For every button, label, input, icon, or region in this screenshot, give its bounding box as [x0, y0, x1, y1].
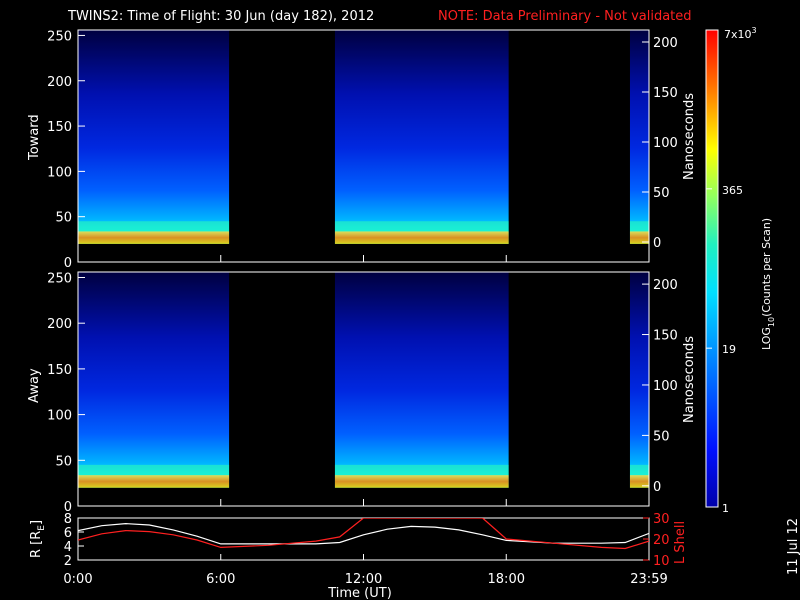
- y-right-tick-label: 50: [653, 186, 670, 201]
- y-right-tick-label: 0: [653, 480, 661, 495]
- series-line-l-shell: [78, 518, 649, 550]
- x-tick-label: 6:00: [206, 572, 235, 587]
- y-right-tick-label: 50: [653, 429, 670, 444]
- bright-band-0: [78, 475, 230, 488]
- y-right-tick-label: 10: [653, 554, 670, 569]
- cyan-band-2: [629, 464, 649, 476]
- bright-band-0: [78, 231, 230, 244]
- y-tick-label: 8: [64, 512, 72, 527]
- y-axis-label: Toward: [27, 114, 42, 161]
- cyan-band-2: [629, 221, 649, 232]
- data-interval-0: [78, 272, 230, 488]
- y-tick-label: 50: [55, 211, 72, 226]
- y-tick-label: 250: [47, 271, 72, 286]
- date-stamp: 11 Jul 12: [786, 518, 800, 575]
- x-tick-label: 0:00: [63, 572, 92, 587]
- data-preliminary-note: NOTE: Data Preliminary - Not validated: [438, 9, 692, 24]
- data-interval-0: [78, 30, 230, 244]
- cyan-band-1: [334, 464, 509, 476]
- y-tick-label: 0: [64, 500, 72, 515]
- colorbar: 7x103 1 19 365 LOG10(Counts per Scan): [705, 26, 776, 515]
- y-tick-label: 100: [47, 165, 72, 180]
- chart-title: TWINS2: Time of Flight: 30 Jun (day 182)…: [67, 9, 374, 24]
- bright-band-2: [629, 475, 649, 488]
- y-tick-label: 150: [47, 363, 72, 378]
- y-tick-label: 50: [55, 454, 72, 469]
- y-tick-label: 150: [47, 120, 72, 135]
- y-right-tick-label: 100: [653, 136, 678, 151]
- toward-spectrogram-panel: 0 50 100 150 200 250 0 50 100 150 200 Toward Nanosec…: [27, 29, 697, 271]
- y-right-tick-label: 100: [653, 379, 678, 394]
- data-interval-1: [334, 272, 509, 488]
- cyan-band-1: [334, 221, 509, 232]
- y-axis-label-bracket: ]: [29, 520, 44, 525]
- y-right-tick-label: 0: [653, 236, 661, 251]
- y-axis-label: Away: [27, 368, 42, 403]
- y-tick-label: 6: [64, 526, 72, 541]
- y-tick-label: 200: [47, 75, 72, 90]
- data-interval-2: [629, 272, 649, 488]
- data-interval-1: [334, 30, 509, 244]
- x-axis-label: Time (UT): [327, 586, 392, 600]
- y-tick-label: 0: [64, 256, 72, 271]
- y-axis-right-label: Nanoseconds: [682, 93, 697, 180]
- y-right-tick-label: 200: [653, 278, 678, 293]
- cyan-band-0: [78, 221, 230, 232]
- data-interval-2: [629, 30, 649, 244]
- colorbar-label: LOG10(Counts per Scan): [760, 218, 776, 350]
- colorbar-tick-label: 365: [722, 184, 743, 197]
- y-tick-label: 2: [64, 554, 72, 569]
- y-right-tick-label: 150: [653, 329, 678, 344]
- y-tick-label: 100: [47, 409, 72, 424]
- y-tick-label: 250: [47, 29, 72, 44]
- bright-band-1: [334, 475, 509, 488]
- x-tick-label: 12:00: [345, 572, 382, 587]
- away-spectrogram-panel: 0 50 100 150 200 250 0 50 100 150 200 Away Nanosecon…: [27, 271, 697, 515]
- y-tick-label: 4: [64, 540, 72, 555]
- cyan-band-0: [78, 464, 230, 476]
- y-right-tick-label: 200: [653, 36, 678, 51]
- plot-area: [77, 517, 650, 561]
- y-axis-label: R [RE]: [29, 520, 47, 558]
- bright-band-2: [629, 231, 649, 244]
- colorbar-top-label: 7x103: [724, 26, 757, 41]
- colorbar-tick-label: 19: [722, 343, 736, 356]
- y-right-tick-label: 30: [653, 512, 670, 527]
- x-tick-label: 18:00: [488, 572, 525, 587]
- colorbar-tick-label: 1: [722, 502, 729, 515]
- y-axis-label-subscript: E: [37, 525, 47, 531]
- y-tick-label: 200: [47, 317, 72, 332]
- y-axis-right-label: Nanoseconds: [682, 336, 697, 423]
- y-axis-right-label: L Shell: [673, 521, 688, 564]
- colorbar-gradient: [705, 29, 719, 508]
- bright-band-1: [334, 231, 509, 244]
- y-right-tick-label: 20: [653, 533, 670, 548]
- y-right-tick-label: 150: [653, 86, 678, 101]
- x-tick-label: 23:59: [630, 572, 667, 587]
